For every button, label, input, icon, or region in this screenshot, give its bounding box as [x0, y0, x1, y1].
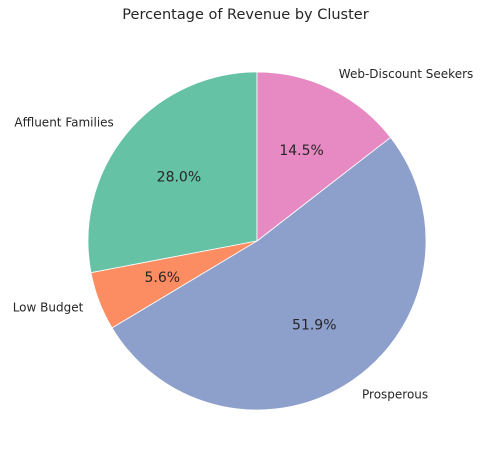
chart-title: Percentage of Revenue by Cluster [122, 7, 369, 23]
pct-label-affluent-families: 28.0% [157, 169, 201, 185]
slice-label-web-discount-seekers: Web-Discount Seekers [339, 67, 473, 81]
pie-slice-affluent-families [87, 71, 258, 274]
pct-label-low-budget: 5.6% [145, 270, 181, 286]
slice-label-low-budget: Low Budget [13, 300, 84, 314]
slice-label-prosperous: Prosperous [362, 387, 428, 401]
slice-label-affluent-families: Affluent Families [14, 116, 113, 130]
pct-label-prosperous: 51.9% [292, 318, 336, 334]
pie-slice-prosperous [111, 136, 427, 411]
pie-slice-web-discount-seekers [256, 71, 392, 242]
pct-label-web-discount-seekers: 14.5% [279, 143, 323, 159]
